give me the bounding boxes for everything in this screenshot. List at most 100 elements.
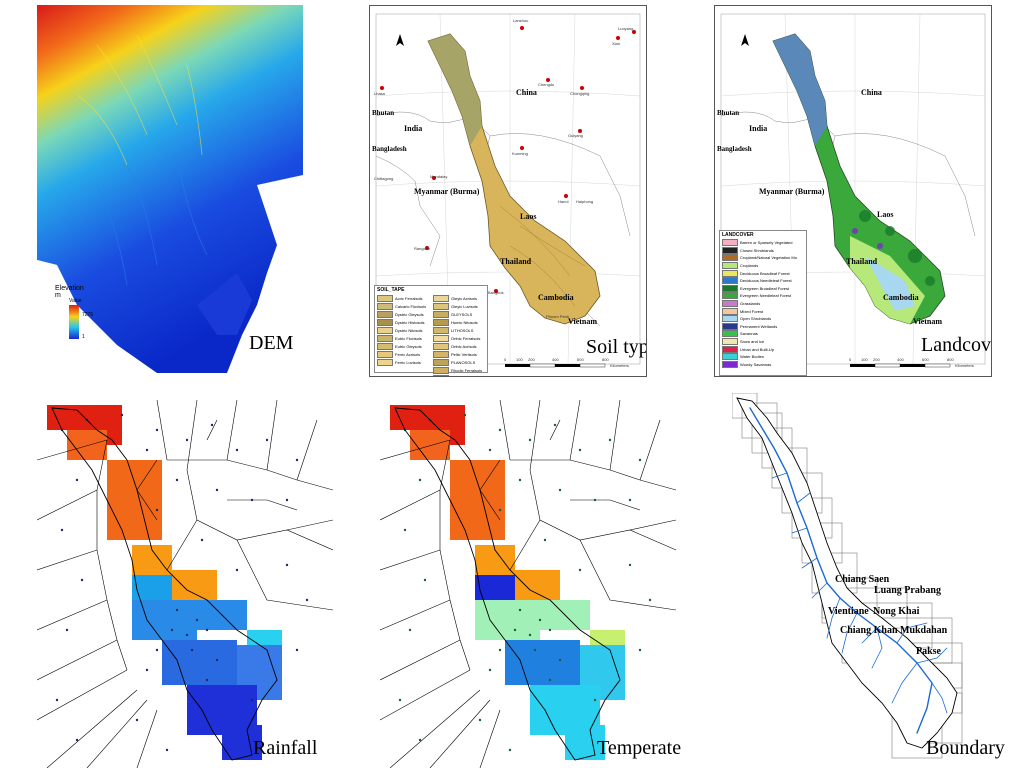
landcover-scale-label: 200 (873, 357, 880, 362)
legend-swatch (722, 239, 738, 247)
city-label: Bangkok (488, 290, 504, 295)
legend-label: Ferric Luvisols (395, 359, 421, 365)
legend-label: Water Bodies (740, 354, 764, 360)
grid-cell (390, 405, 435, 430)
dem-legend-max: 7276 (82, 312, 94, 318)
temperate-map (380, 400, 677, 768)
legend-item: Open Shrublands (720, 315, 806, 323)
landcover-country-china: China (861, 88, 882, 97)
voronoi-edge (236, 539, 333, 611)
legend-item: Thionic Fluvisols (431, 374, 487, 376)
station-point (418, 478, 422, 482)
station-point (548, 628, 552, 632)
river-line (896, 622, 928, 644)
legend-item: Gleyic Luvisols (431, 302, 487, 310)
station-point (408, 628, 412, 632)
legend-label: Dystric Nitosols (395, 327, 423, 333)
station-point (548, 678, 552, 682)
city-dot (425, 246, 429, 250)
station-point (543, 538, 547, 542)
station-point (518, 608, 522, 612)
station-point (513, 628, 517, 632)
station-point (155, 428, 159, 432)
legend-item: Eutric Gleysols (375, 342, 431, 350)
station-point (295, 648, 299, 652)
boundary-panel: Chiang Saen Luang Prabang Vientiane Nong… (732, 393, 1024, 768)
legend-swatch (722, 292, 738, 300)
voronoi-edge (37, 439, 108, 461)
grid-cell (107, 460, 162, 500)
city-label: Chittagong (374, 176, 394, 181)
legend-item: Dystric Histosols (375, 318, 431, 326)
station-point (210, 423, 214, 427)
legend-label: Savannas (740, 331, 758, 337)
soil-scale-label: 400 (552, 357, 559, 362)
voronoi-edge (380, 489, 441, 521)
station-point (648, 598, 652, 602)
boundary-basin-outline (736, 397, 958, 749)
legend-swatch (722, 330, 738, 338)
grid-cell (505, 640, 580, 685)
legend-label: Orthic Acrisols (451, 343, 477, 349)
voronoi-edge (106, 599, 118, 641)
voronoi-edge (116, 639, 128, 671)
river-line (841, 612, 858, 654)
voronoi-edge (380, 669, 471, 721)
voronoi-edge (226, 400, 238, 461)
legend-item: LITHOSOLS (431, 326, 487, 334)
voronoi-edge (46, 689, 138, 768)
grid-square (741, 402, 778, 439)
dem-legend-value-label: Value (69, 298, 82, 304)
legend-swatch (433, 342, 449, 350)
legend-swatch (433, 366, 449, 374)
voronoi-edge (266, 400, 278, 471)
legend-swatch (377, 358, 393, 366)
city-label: Hanoi (558, 199, 569, 204)
legend-label: Gleyic Luvisols (451, 303, 478, 309)
station-point (60, 528, 64, 532)
landcover-scale-label: 0 (849, 357, 852, 362)
grid-cell (450, 460, 505, 500)
landcover-scale-label: 800 (947, 357, 954, 362)
station-point (638, 648, 642, 652)
legend-item: Ferric Luvisols (375, 358, 431, 366)
voronoi-edge (37, 549, 98, 571)
landcover-legend: LANDCOVER Barren or Sparsely Vegetated Cl… (719, 230, 807, 376)
legend-label: Grasslands (740, 301, 761, 307)
soil-country-bhutan: Bhutan (372, 109, 395, 117)
city-label: Luoyang (618, 26, 634, 31)
station-point (305, 598, 309, 602)
legend-swatch (722, 353, 738, 361)
station-point (250, 498, 254, 502)
city-dot (520, 26, 524, 30)
soil-country-india: India (404, 124, 423, 133)
legend-label: Rhodic Ferralsols (451, 367, 483, 373)
city-dot (616, 36, 620, 40)
station-point (418, 738, 422, 742)
city-dot (580, 86, 584, 90)
voronoi-edge (380, 549, 441, 571)
landcover-country-cambodia: Cambodia (883, 293, 919, 302)
city-label: Rangoon (414, 246, 431, 251)
legend-item: Ferric Acrisols (375, 350, 431, 358)
voronoi-edge (510, 459, 677, 491)
station-point (55, 698, 59, 702)
station-point (65, 628, 69, 632)
city-label: Phnom Penh (546, 314, 570, 319)
voronoi-edge (86, 699, 148, 768)
legend-item: Barren or Sparsely Vegetated (720, 239, 806, 247)
soil-caption: Soil type (586, 336, 646, 358)
voronoi-edge (579, 539, 677, 611)
legend-item: Gleyic Acrisols (431, 294, 487, 302)
legend-item: Deciduous Needleleaf Forest (720, 277, 806, 285)
landcover-scale-bar (850, 363, 951, 368)
soil-country-cambodia: Cambodia (538, 293, 574, 302)
legend-item: Permanent Wetlands (720, 322, 806, 331)
voronoi-edge (37, 489, 98, 521)
station-point (75, 478, 79, 482)
north-arrow-icon (396, 34, 404, 46)
legend-item: Mixed Forest (720, 307, 806, 315)
station-point (423, 578, 427, 582)
legend-item: Woody Savannas (720, 360, 806, 369)
city-dot (494, 289, 498, 293)
